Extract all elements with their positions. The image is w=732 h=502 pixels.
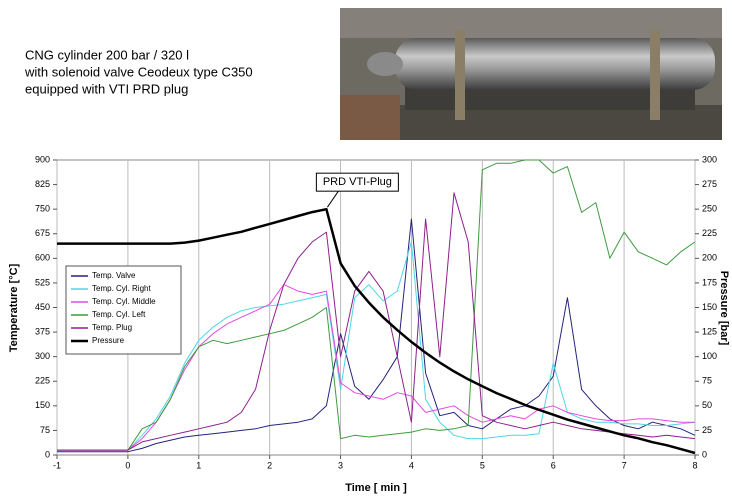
y-tick-label: 375 [35,326,50,336]
y2-tick-label: 225 [702,228,717,238]
series-line [57,192,696,451]
y-tick-label: 0 [45,449,50,459]
y2-tick-label: 100 [702,351,717,361]
y2-tick-label: 200 [702,253,717,263]
annotation: PRD VTI-Plug [323,176,392,188]
legend-label: Temp. Cyl. Right [92,284,151,293]
caption-line: with solenoid valve Ceodeux type C350 [24,64,253,79]
y-tick-label: 675 [35,228,50,238]
x-tick-label: 6 [551,460,556,470]
series-line [57,207,696,455]
y-tick-label: 75 [40,425,50,435]
legend-label: Temp. Cyl. Middle [92,297,156,306]
y-tick-label: 750 [35,204,50,214]
y-tick-label: 525 [35,277,50,287]
caption-line: CNG cylinder 200 bar / 320 l [25,47,189,62]
y2-tick-label: 300 [702,154,717,164]
y2-tick-label: 150 [702,302,717,312]
y2-tick-label: 250 [702,204,717,214]
x-tick-label: 8 [692,460,697,470]
x-tick-label: -1 [53,460,61,470]
photo [340,8,722,140]
annotation-arrow [326,190,339,208]
series-line [57,218,696,453]
legend-box [65,265,182,355]
caption-line: equipped with VTI PRD plug [25,81,188,96]
y-tick-label: 600 [35,253,50,263]
y2-tick-label: 25 [702,425,712,435]
series-line [57,241,696,451]
x-tick-label: 5 [480,460,485,470]
legend-label: Pressure [92,336,125,345]
y-tick-label: 825 [35,179,50,189]
y2-tick-label: 0 [702,449,707,459]
legend-label: Temp. Plug [92,323,132,332]
x-tick-label: 0 [125,460,130,470]
x-tick-label: 4 [409,460,414,470]
y2-tick-label: 75 [702,376,712,386]
y2-tick-label: 175 [702,277,717,287]
y2-tick-label: 275 [702,179,717,189]
y2-tick-label: 50 [702,400,712,410]
legend-label: Temp. Cyl. Left [92,310,146,319]
x-axis-title: Time [ min ] [345,482,407,494]
x-tick-label: 3 [338,460,343,470]
annotation-box [315,172,399,192]
y-tick-label: 225 [35,376,50,386]
legend-label: Temp. Valve [92,271,136,280]
y-tick-label: 150 [35,400,50,410]
y-tick-label: 450 [35,302,50,312]
series-line [57,159,696,451]
y-tick-label: 300 [35,351,50,361]
x-tick-label: 7 [622,460,627,470]
y2-axis-title: Pressure [bar] [718,271,730,346]
y-tick-label: 900 [35,154,50,164]
y-axis-title: Temperature [°C] [8,263,20,352]
x-tick-label: 1 [196,460,201,470]
x-tick-label: 2 [267,460,272,470]
y2-tick-label: 125 [702,326,717,336]
